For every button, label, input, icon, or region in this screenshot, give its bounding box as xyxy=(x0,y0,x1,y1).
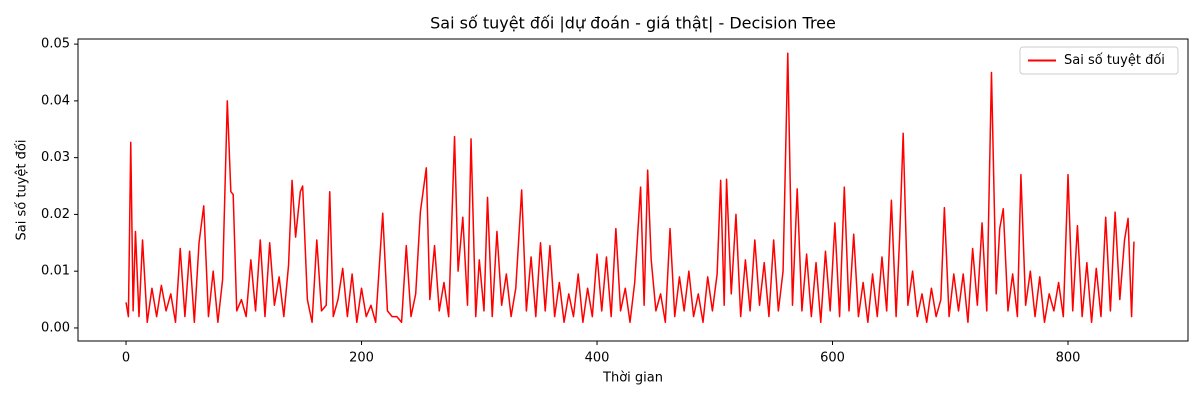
y-tick-label: 0.03 xyxy=(41,150,70,165)
y-tick-label: 0.02 xyxy=(41,207,70,222)
legend-label: Sai số tuyệt đối xyxy=(1064,53,1165,68)
x-tick-label: 200 xyxy=(349,351,374,366)
line-series xyxy=(125,52,1135,324)
y-axis-label: Sai số tuyệt đối xyxy=(15,140,30,241)
x-tick-label: 400 xyxy=(585,351,610,366)
plot-frame xyxy=(77,38,1189,342)
x-tick-label: 0 xyxy=(122,351,130,366)
y-tick-label: 0.01 xyxy=(41,264,70,279)
legend-box xyxy=(1019,46,1179,75)
y-tick-label: 0.04 xyxy=(41,93,70,108)
x-tick-label: 600 xyxy=(820,351,845,366)
y-tick-label: 0.05 xyxy=(41,37,70,52)
chart-title: Sai số tuyệt đối |dự đoán - giá thật| - … xyxy=(430,14,836,33)
y-tick-label: 0.00 xyxy=(41,320,70,335)
x-tick-label: 800 xyxy=(1056,351,1081,366)
x-axis-label: Thời gian xyxy=(602,371,663,386)
